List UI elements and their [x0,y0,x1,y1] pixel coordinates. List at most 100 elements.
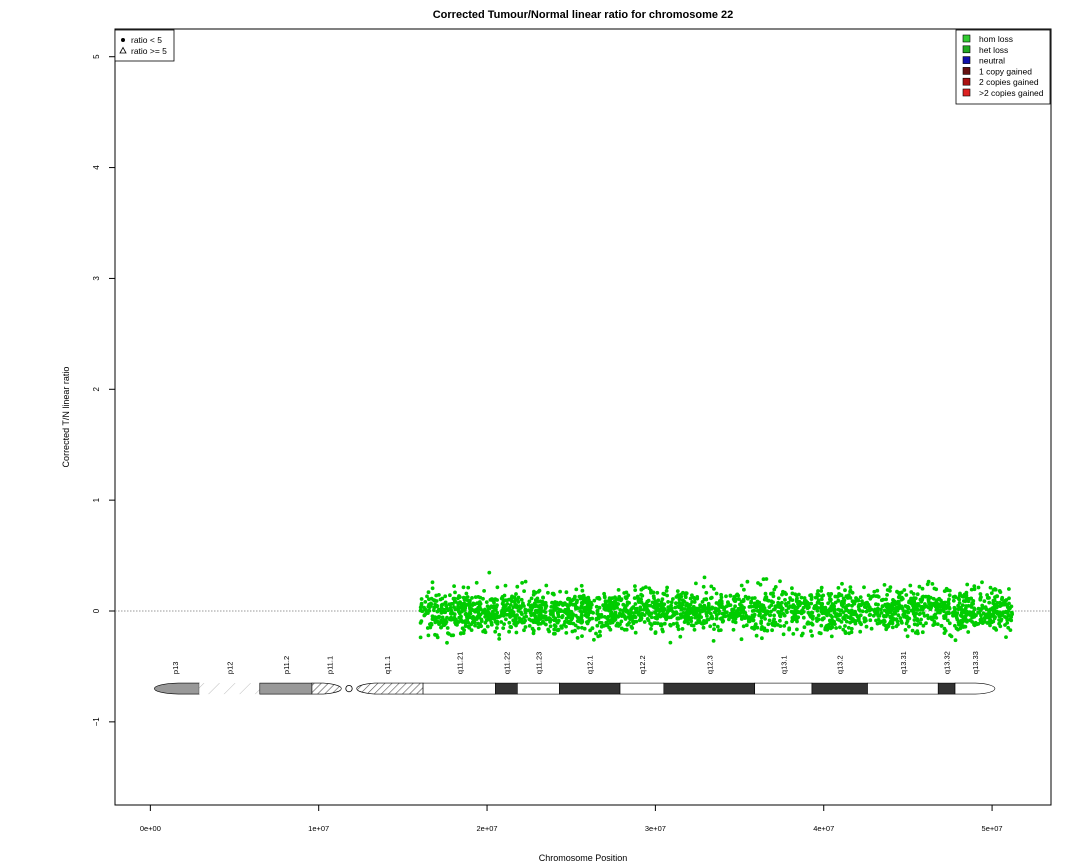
data-point [504,617,508,622]
data-point [818,631,823,636]
data-point [947,593,952,597]
data-point [867,608,872,613]
data-point [577,594,582,599]
data-point [614,601,618,605]
ideogram-band [937,682,956,695]
data-point [468,611,472,615]
data-point [709,584,714,589]
chart-title: Corrected Tumour/Normal linear ratio for… [433,9,734,21]
data-point [891,616,895,621]
data-point [947,621,952,626]
data-point [639,617,643,622]
data-point [501,606,506,611]
data-point [1004,635,1008,639]
data-point [536,622,541,626]
data-point [576,615,580,620]
data-point [677,594,681,599]
data-point [570,598,574,603]
data-point [666,600,670,604]
data-point [564,624,568,629]
data-point [882,614,886,618]
data-point [816,598,821,602]
data-point [637,600,641,604]
data-point [826,601,830,606]
data-point [769,603,774,608]
shape-legend-box [114,29,175,62]
data-point [953,595,958,599]
data-point [522,615,527,620]
x-tick-label: 1e+07 [308,824,329,833]
data-point [639,597,643,602]
data-point [840,603,844,607]
data-point [433,632,437,637]
data-point [935,622,940,626]
data-point [761,614,765,619]
data-point [885,610,890,615]
data-point [580,625,584,630]
data-point [675,616,680,621]
data-point [815,608,820,613]
data-point [844,608,848,613]
ideogram-band [754,682,813,695]
data-point [463,624,468,628]
y-tick-label: 5 [92,54,101,59]
data-point [847,593,851,598]
data-point [943,600,947,605]
data-point [445,640,449,645]
data-point [485,624,490,629]
data-point [691,612,696,616]
data-point [443,594,448,599]
data-point [665,609,670,614]
data-point [802,601,806,605]
data-point [587,617,592,622]
data-point [871,613,876,618]
data-point [462,601,467,606]
data-point [982,599,987,603]
data-point [668,640,673,645]
data-point [800,631,805,636]
data-point [739,607,744,612]
data-point [744,623,749,628]
data-point [576,625,581,630]
data-point [694,609,698,614]
data-point [638,608,643,612]
data-point [928,605,932,609]
data-point [722,614,726,619]
data-point [976,585,981,590]
band-label: q13.1 [779,655,788,674]
data-point [733,620,738,625]
data-point [893,611,898,616]
band-label: q11.22 [502,652,511,674]
data-point [617,595,622,599]
ideogram-band [495,682,518,695]
data-point [461,585,466,590]
data-point [930,582,935,586]
data-point [699,604,704,609]
data-point [564,602,569,607]
data-point [868,612,873,617]
data-point [520,612,524,616]
data-point [841,627,846,632]
data-point [922,614,927,618]
data-point [669,607,674,612]
data-point [546,590,550,595]
data-point [580,588,585,593]
ideogram-band [517,682,560,695]
data-point [640,593,645,598]
data-point [810,633,814,638]
ideogram-band [356,682,424,695]
data-point [588,609,592,613]
data-point [497,637,502,641]
data-point [568,621,573,626]
data-point [917,584,922,589]
data-point [874,602,878,607]
data-point [960,611,965,615]
data-point [794,614,798,619]
data-point [925,582,930,587]
data-point [549,605,554,609]
ideogram-band [619,682,665,695]
data-point [698,610,703,614]
data-point [823,605,828,610]
data-point [701,625,706,630]
data-point [519,605,523,610]
